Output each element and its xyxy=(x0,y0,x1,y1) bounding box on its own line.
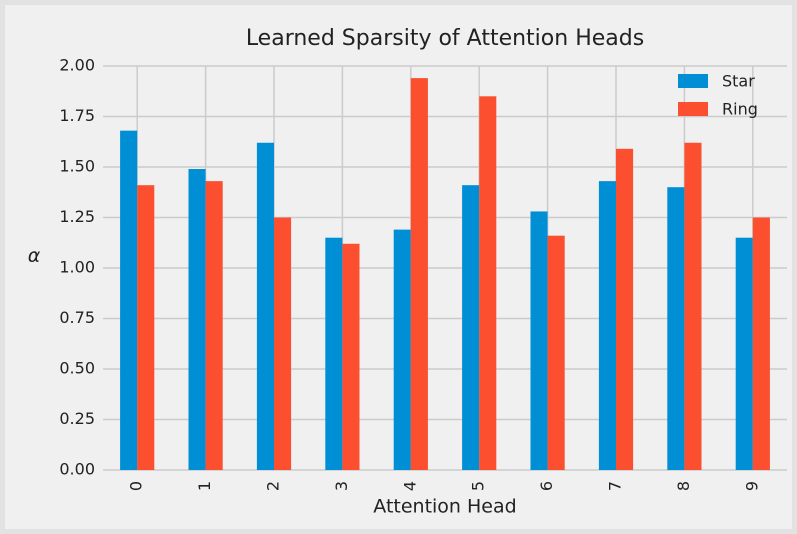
bar xyxy=(120,130,138,470)
y-tick-label: 0.00 xyxy=(59,460,95,479)
bar xyxy=(205,181,223,470)
x-tick-label: 2 xyxy=(264,481,283,491)
x-tick-label: 6 xyxy=(537,481,556,491)
x-tick-label: 7 xyxy=(606,481,625,491)
y-tick-label: 1.00 xyxy=(59,258,95,277)
y-tick-label: 0.50 xyxy=(59,359,95,378)
bar xyxy=(342,243,360,470)
bar xyxy=(137,185,155,470)
bar xyxy=(735,237,753,470)
bar xyxy=(256,142,274,470)
y-tick-label: 1.75 xyxy=(59,106,95,125)
bar xyxy=(547,235,565,470)
legend-swatch xyxy=(678,102,708,116)
y-tick-label: 0.75 xyxy=(59,308,95,327)
x-tick-label: 0 xyxy=(127,481,146,491)
bar xyxy=(325,237,343,470)
x-tick-label: 8 xyxy=(674,481,693,491)
x-tick-label: 4 xyxy=(400,481,419,491)
x-tick-label: 5 xyxy=(469,481,488,491)
bar xyxy=(393,229,411,470)
bar xyxy=(530,211,548,470)
x-tick-label: 1 xyxy=(195,481,214,491)
y-tick-label: 0.25 xyxy=(59,409,95,428)
bar xyxy=(462,185,480,470)
y-axis-label: α xyxy=(28,245,41,267)
x-axis-label: Attention Head xyxy=(373,496,516,518)
bar xyxy=(410,78,428,471)
y-tick-label: 1.25 xyxy=(59,207,95,226)
legend-label: Ring xyxy=(722,100,758,119)
bar xyxy=(667,187,685,470)
x-tick-label: 9 xyxy=(742,481,761,491)
bar xyxy=(479,96,497,471)
bar xyxy=(616,148,634,470)
y-tick-label: 1.50 xyxy=(59,157,95,176)
bar xyxy=(274,217,292,470)
bar xyxy=(188,169,206,470)
legend-swatch xyxy=(678,74,708,88)
bar xyxy=(598,181,616,470)
chart-title: Learned Sparsity of Attention Heads xyxy=(246,26,644,51)
y-tick-label: 2.00 xyxy=(59,56,95,75)
x-tick-label: 3 xyxy=(332,481,351,491)
bar xyxy=(684,142,702,470)
bar xyxy=(752,217,770,470)
legend-label: Star xyxy=(722,72,755,91)
